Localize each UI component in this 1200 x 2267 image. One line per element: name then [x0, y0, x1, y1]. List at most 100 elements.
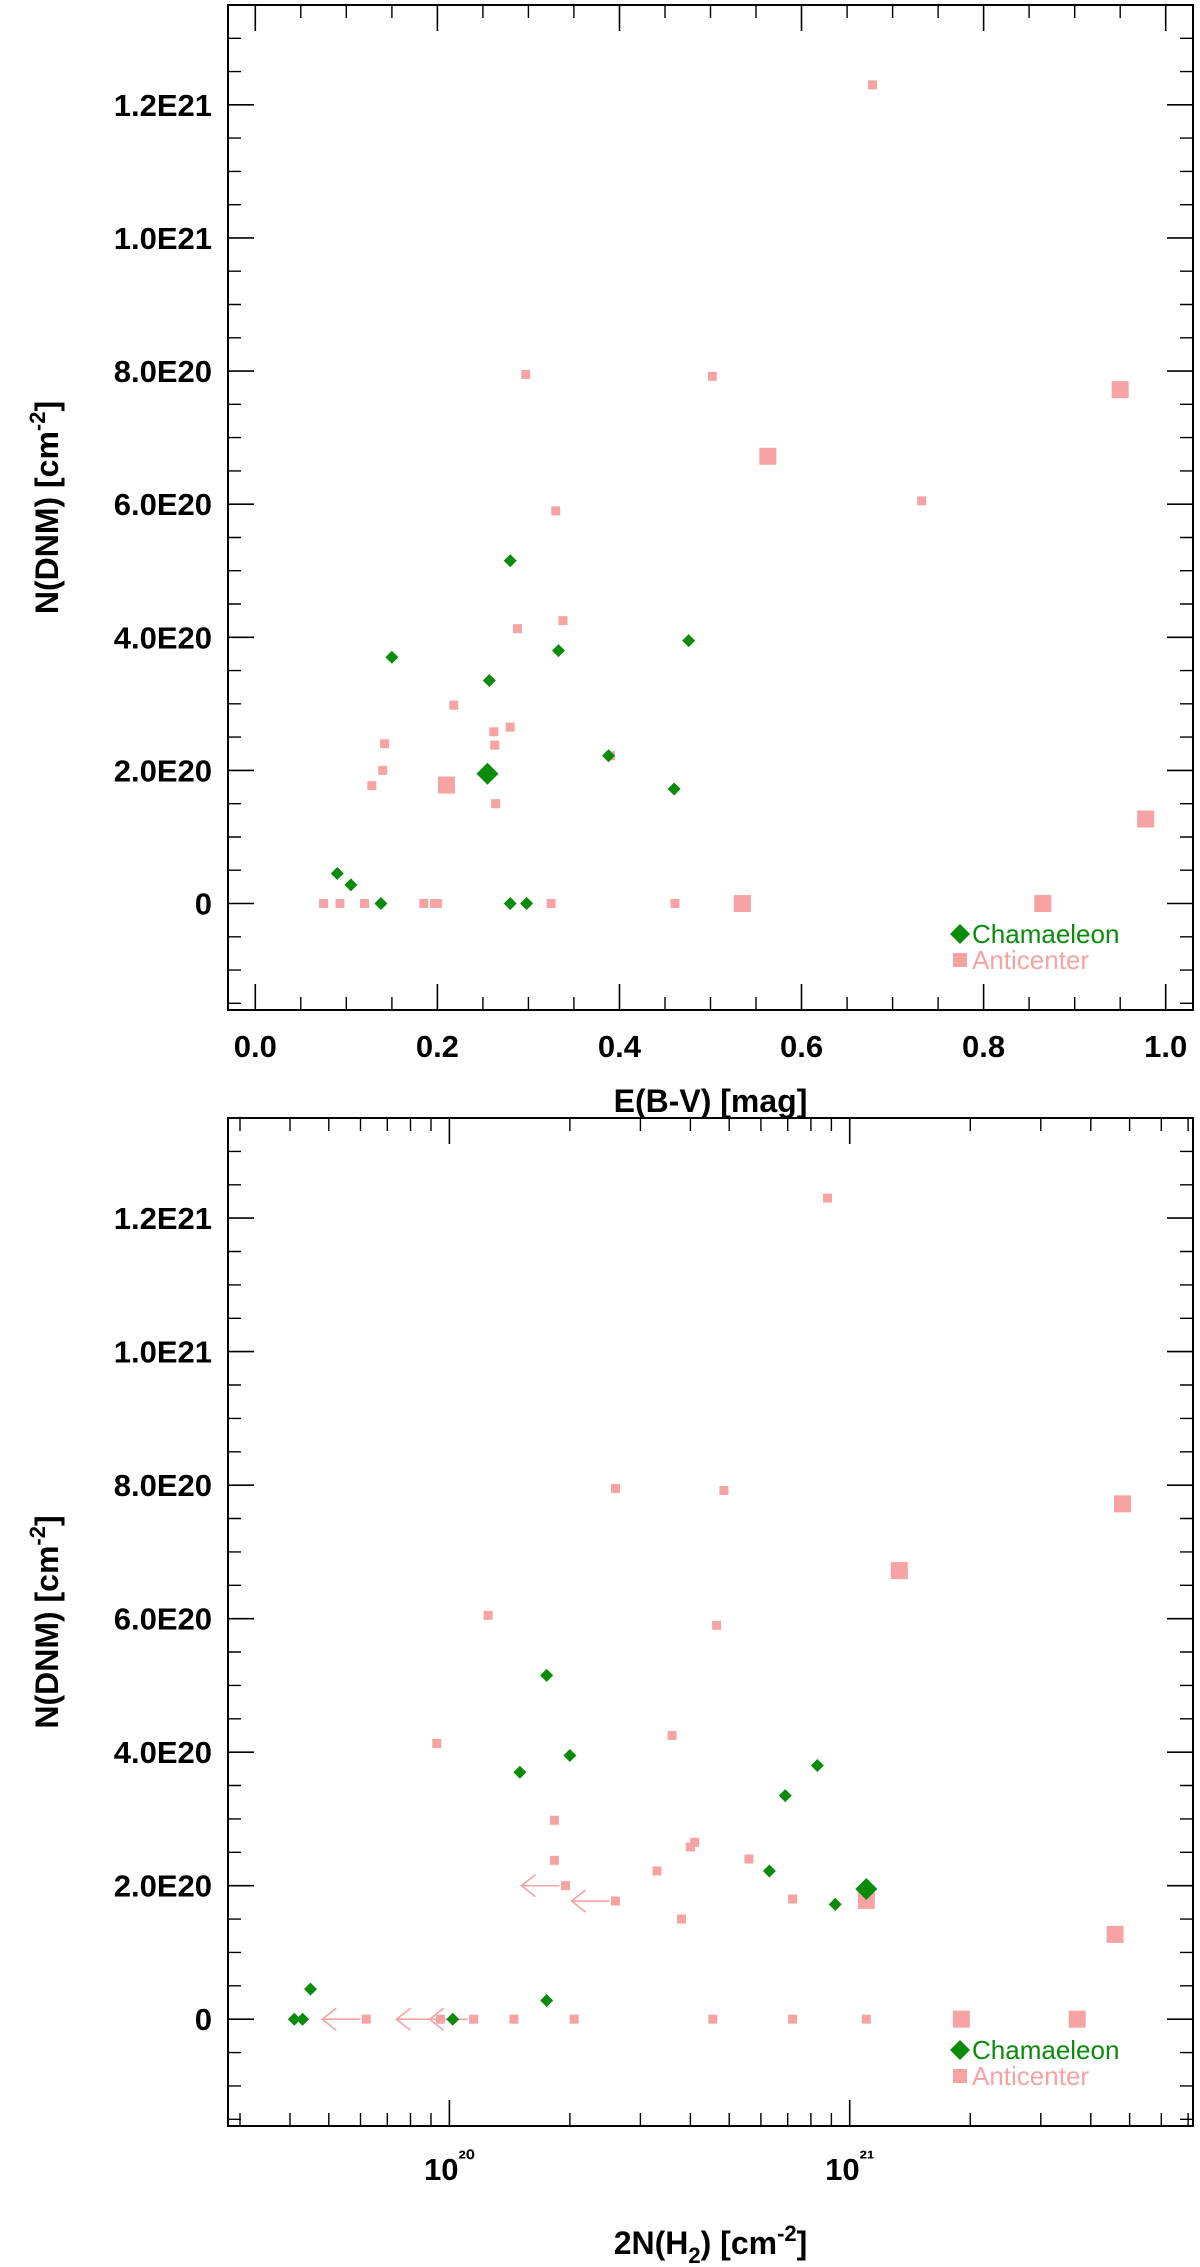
data-point-anticenter [489, 727, 499, 737]
y-axis-label: N(DNM) [cm-2] [25, 1515, 65, 1728]
x-tick-label: 1.0 [1144, 1029, 1187, 1064]
data-point-anticenter [490, 740, 500, 750]
data-point-anticenter [670, 899, 680, 909]
y-major-ticks [228, 1217, 1193, 2020]
data-point-chamaeleon [828, 1897, 842, 1911]
y-minor-ticks [228, 4, 1193, 1004]
data-point-anticenter [1034, 895, 1052, 913]
data-point-chamaeleon [563, 1749, 577, 1763]
x-major-ticks [254, 5, 1167, 1010]
data-point-anticenter [759, 447, 777, 465]
data-point-anticenter [685, 1842, 695, 1852]
data-point-chamaeleon [602, 749, 616, 763]
data-point-anticenter [513, 624, 522, 634]
data-point-anticenter [719, 1485, 729, 1495]
y-tick-label: 6.0E20 [114, 1602, 212, 1637]
upper-limit-arrow [395, 2007, 435, 2031]
legend-marker-chamaeleon [950, 2040, 970, 2060]
y-tick-label: 1.2E21 [114, 88, 212, 123]
data-point-anticenter [744, 1854, 754, 1864]
data-point-anticenter [823, 1193, 833, 1203]
data-point-anticenter [610, 1483, 620, 1493]
plot-frame [227, 1117, 1194, 2127]
legend-marker-chamaeleon [950, 924, 970, 944]
data-point-anticenter [449, 700, 459, 710]
y-tick-label: 2.0E20 [114, 1869, 212, 1904]
data-point-chamaeleon [476, 762, 499, 785]
data-point-anticenter [469, 2014, 479, 2024]
data-point-anticenter [733, 895, 751, 913]
data-point-anticenter [1111, 381, 1129, 399]
x-tick-label: 0.0 [234, 1029, 277, 1064]
data-point-anticenter [521, 369, 531, 379]
data-point-anticenter [380, 739, 390, 749]
data-point-chamaeleon [503, 897, 517, 911]
x-tick-label: 10²⁰ [424, 2146, 475, 2187]
y-tick-label: 1.2E21 [114, 1201, 212, 1236]
data-point-anticenter [1113, 1495, 1131, 1513]
data-point-anticenter [1106, 1925, 1124, 1943]
legend-label-anticenter: Anticenter [972, 945, 1089, 975]
data-point-chamaeleon [540, 1994, 554, 2008]
upper-limit-arrow [320, 2007, 361, 2031]
y-tick-label: 0 [195, 887, 212, 922]
data-point-chamaeleon [667, 782, 681, 796]
data-point-chamaeleon [855, 1878, 878, 1901]
data-point-chamaeleon [810, 1759, 824, 1773]
data-point-anticenter [569, 2014, 579, 2024]
data-point-anticenter [868, 80, 878, 90]
data-point-anticenter [432, 899, 442, 909]
y-tick-label: 1.0E21 [114, 1335, 212, 1370]
x-tick-label: 0.4 [598, 1029, 642, 1064]
data-point-chamaeleon [551, 644, 565, 658]
data-point-chamaeleon [374, 897, 388, 911]
x-minor-ticks [300, 5, 1121, 1010]
data-point-anticenter [361, 2014, 371, 2024]
data-point-chamaeleon [296, 2012, 310, 2026]
data-point-anticenter [319, 899, 329, 909]
data-point-chamaeleon [503, 554, 517, 568]
data-point-anticenter [491, 799, 501, 809]
data-point-chamaeleon [482, 674, 496, 688]
data-point-anticenter [712, 1620, 722, 1630]
data-point-anticenter [1068, 2010, 1086, 2028]
data-point-anticenter [367, 781, 377, 791]
data-point-anticenter [558, 616, 568, 626]
legend-marker-anticenter [953, 953, 967, 967]
legend-label-anticenter: Anticenter [972, 2061, 1089, 2091]
y-axis-label: N(DNM) [cm-2] [25, 401, 65, 614]
data-point-anticenter [788, 1894, 798, 1904]
data-point-anticenter [437, 776, 455, 794]
legend-label-chamaeleon: Chamaeleon [972, 919, 1119, 949]
data-point-anticenter [1137, 810, 1155, 828]
legend-label-chamaeleon: Chamaeleon [972, 2035, 1119, 2065]
data-point-chamaeleon [520, 897, 534, 911]
data-point-anticenter [378, 765, 388, 775]
data-point-anticenter [667, 1730, 677, 1740]
data-point-anticenter [652, 1866, 662, 1876]
data-point-anticenter [917, 496, 927, 506]
data-point-anticenter [419, 899, 429, 909]
data-point-chamaeleon [778, 1789, 792, 1803]
y-major-ticks [228, 104, 1193, 905]
data-point-anticenter [857, 1891, 875, 1909]
plot-frame [227, 4, 1194, 1011]
data-point-anticenter [560, 1881, 570, 1891]
data-point-anticenter [360, 899, 370, 909]
data-point-anticenter [952, 2010, 970, 2028]
upper-limit-arrow [520, 1874, 560, 1898]
data-point-anticenter [708, 2014, 718, 2024]
data-point-anticenter [546, 899, 556, 909]
data-point-anticenter [861, 2014, 871, 2024]
y-tick-label: 8.0E20 [114, 354, 212, 389]
data-point-anticenter [483, 1610, 493, 1620]
data-point-anticenter [610, 1896, 620, 1906]
x-tick-label: 10²¹ [825, 2146, 874, 2187]
y-tick-label: 1.0E21 [114, 221, 212, 256]
y-tick-label: 2.0E20 [114, 753, 212, 788]
x-tick-label: 0.2 [416, 1029, 459, 1064]
data-point-anticenter [509, 2014, 519, 2024]
y-tick-label: 8.0E20 [114, 1468, 212, 1503]
y-minor-ticks [228, 1117, 1193, 2120]
